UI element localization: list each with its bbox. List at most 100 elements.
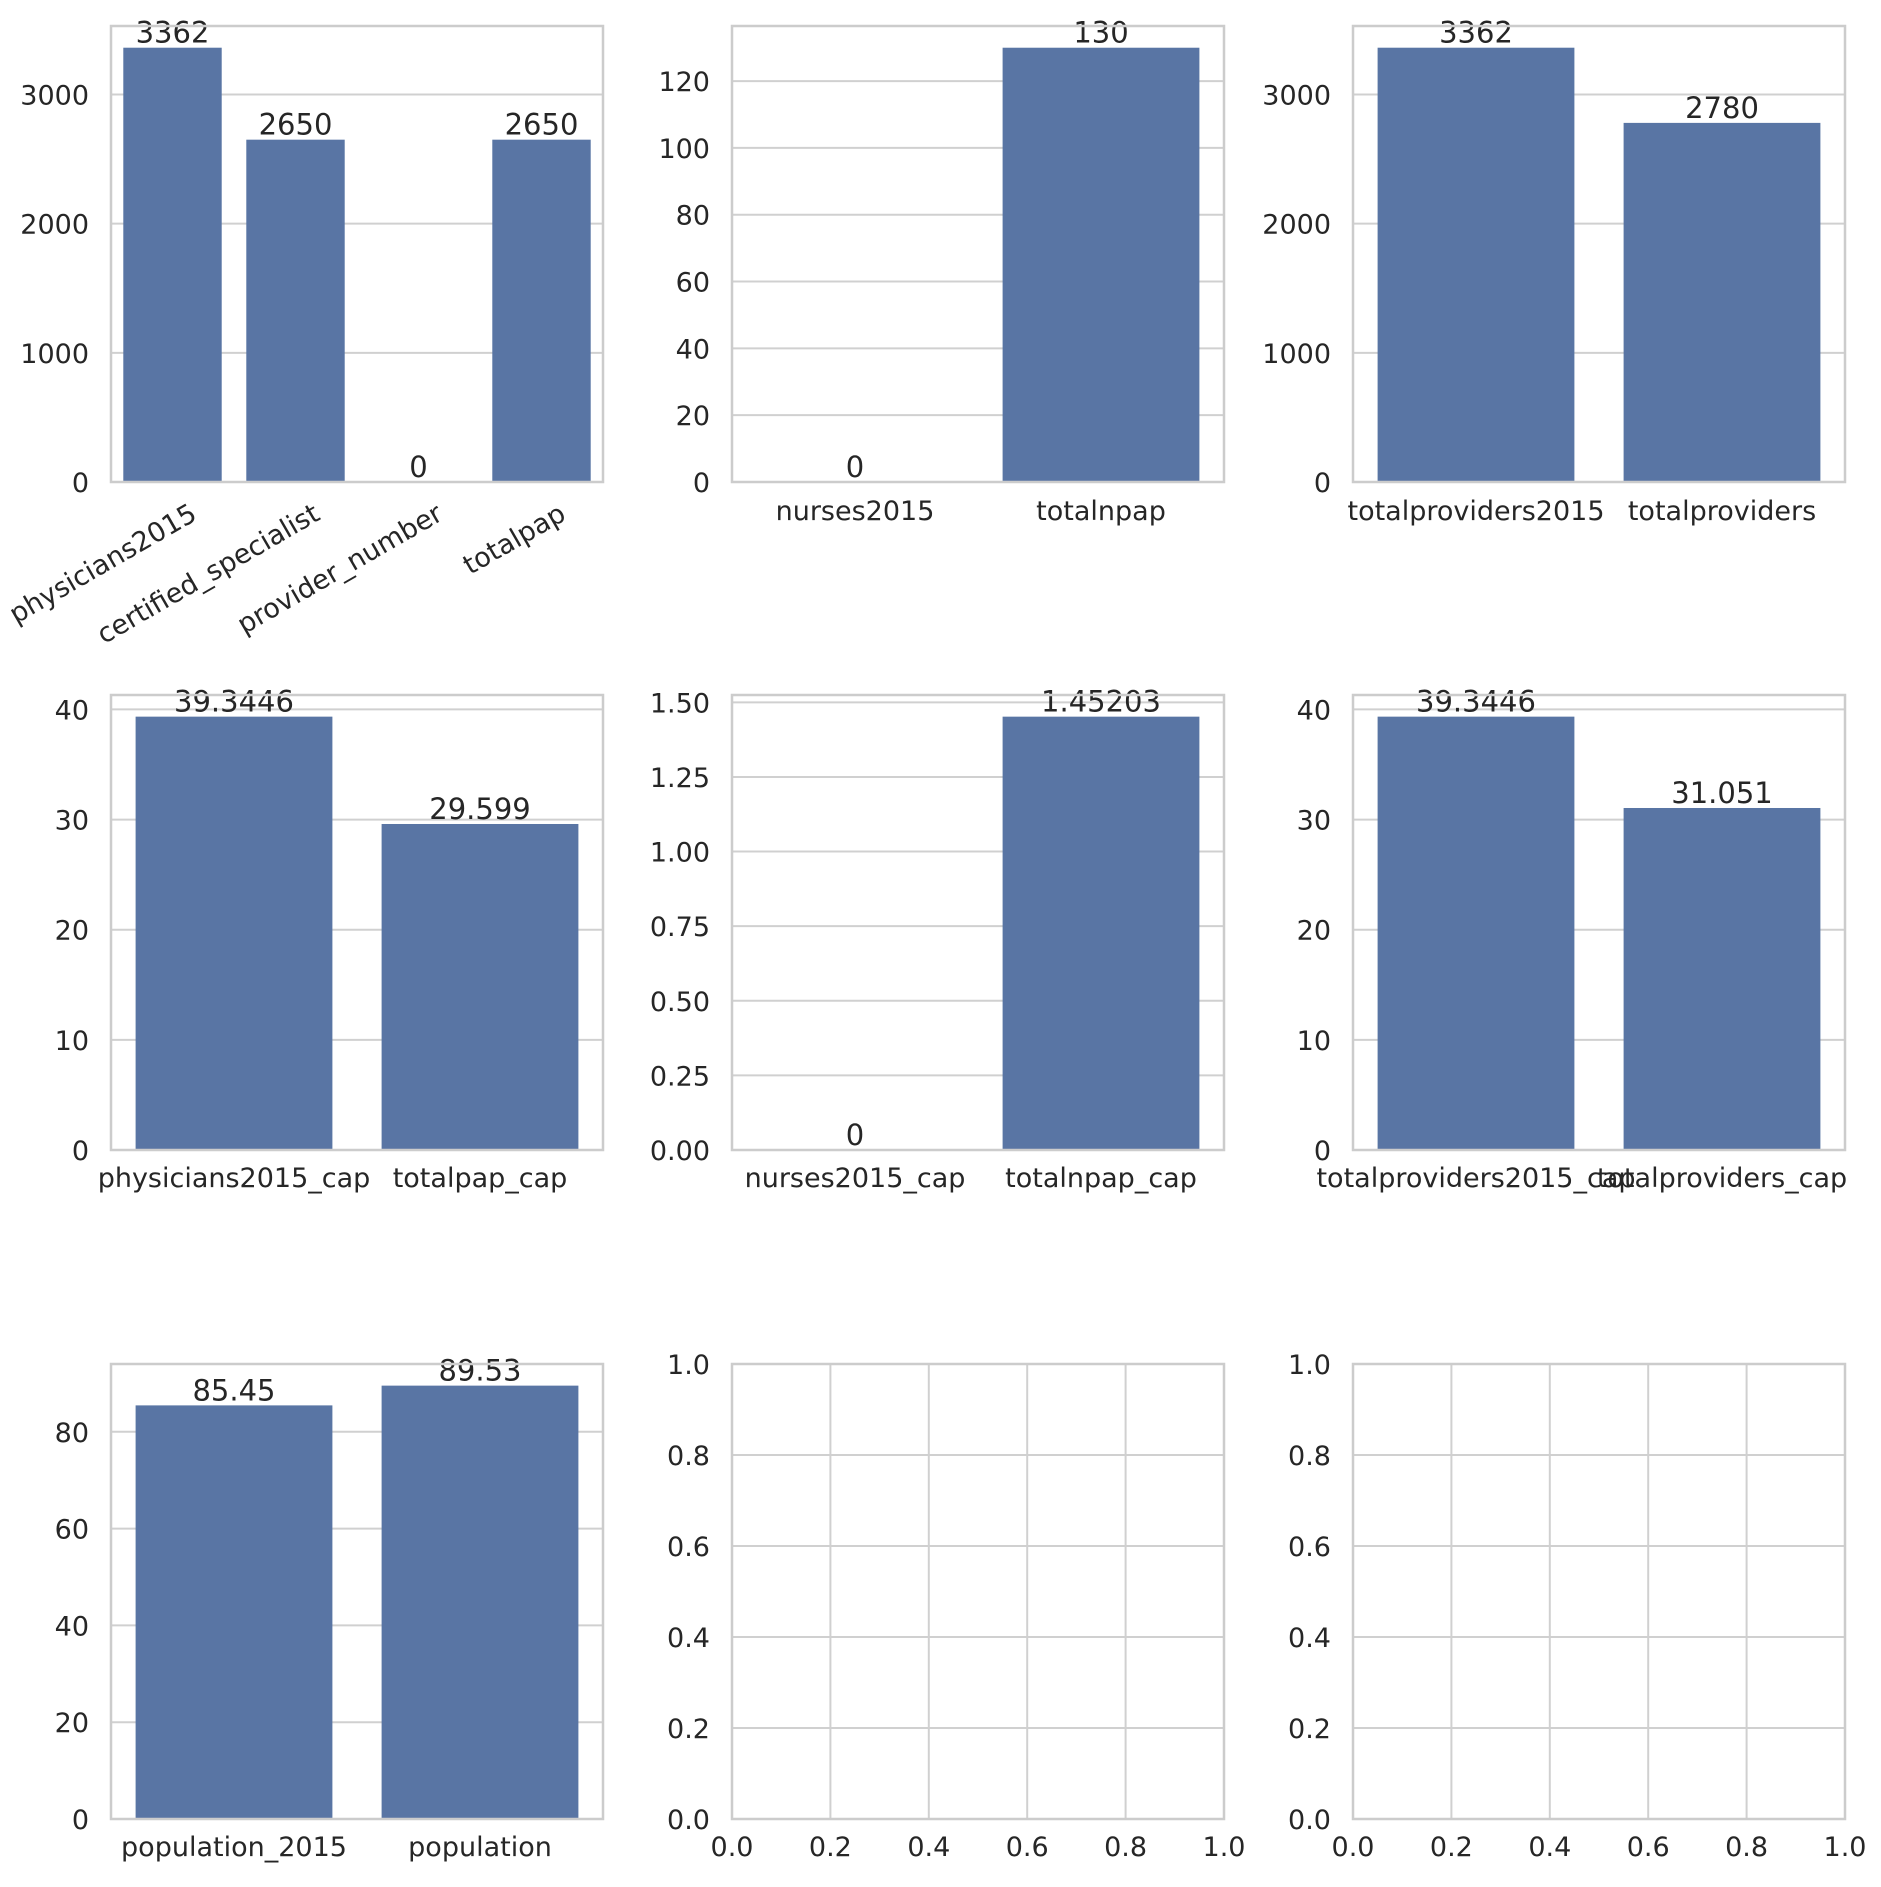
y-tick-label: 0.4 bbox=[1288, 1623, 1331, 1654]
x-tick-label: 0.2 bbox=[809, 1832, 852, 1863]
y-tick-label: 1.25 bbox=[650, 763, 710, 794]
chart-panel-1: 01000200030003362physicians20152650certi… bbox=[4, 16, 605, 650]
bar bbox=[1002, 716, 1200, 1150]
bar-value-label: 39.3446 bbox=[174, 685, 294, 719]
y-tick-label: 120 bbox=[658, 67, 710, 98]
y-tick-label: 20 bbox=[1297, 916, 1331, 947]
y-tick-label: 0 bbox=[72, 1805, 89, 1836]
bar-value-label: 0 bbox=[846, 450, 864, 484]
chart-panel-6: 0 10 20 30 40 39.3446 totalproviders2015_cap 31… bbox=[1297, 685, 1848, 1194]
y-tick-label: 1000 bbox=[20, 339, 89, 370]
y-tick-label: 100 bbox=[658, 134, 710, 165]
y-tick-label: 1000 bbox=[1262, 339, 1331, 370]
bar bbox=[381, 1385, 579, 1819]
x-tick-label: physicians2015_cap bbox=[98, 1163, 371, 1194]
x-tick-label: totalpap_cap bbox=[393, 1163, 568, 1194]
y-tick-label: 40 bbox=[55, 1611, 89, 1642]
bar bbox=[246, 139, 345, 482]
chart-panel-5: 0.00 0.25 0.50 0.75 1.00 1.25 1.50 0 nurses2015_… bbox=[650, 685, 1226, 1194]
x-tick-label: 0.4 bbox=[907, 1832, 950, 1863]
bar-value-label: 2650 bbox=[505, 108, 579, 142]
y-tick-label: 0.0 bbox=[667, 1805, 710, 1836]
y-tick-label: 0.6 bbox=[1288, 1532, 1331, 1563]
y-tick-label: 1.00 bbox=[650, 838, 710, 869]
y-tick-label: 0.00 bbox=[650, 1136, 710, 1167]
y-tick-label: 20 bbox=[676, 401, 710, 432]
y-tick-label: 30 bbox=[55, 806, 89, 837]
axes-frame bbox=[730, 693, 1226, 1152]
bar-value-label: 85.45 bbox=[192, 1373, 275, 1407]
axes-frame bbox=[730, 1362, 1226, 1821]
y-tick-label: 60 bbox=[676, 268, 710, 299]
bar-value-label: 89.53 bbox=[438, 1354, 521, 1388]
bar-value-label: 2780 bbox=[1685, 91, 1759, 125]
x-tick-label: 0.6 bbox=[1627, 1832, 1670, 1863]
chart-panel-3: 0 1000 2000 3000 3362 totalproviders2015 2780 t… bbox=[1262, 16, 1847, 527]
bar-value-label: 1.45203 bbox=[1041, 685, 1161, 719]
bar bbox=[1377, 716, 1575, 1150]
axes-frame bbox=[109, 24, 605, 484]
y-tick-label: 0.8 bbox=[667, 1441, 710, 1472]
bar bbox=[1377, 47, 1575, 482]
bar bbox=[123, 47, 222, 482]
bar-value-label: 2650 bbox=[259, 108, 333, 142]
x-tick-label: totalproviders_cap bbox=[1597, 1163, 1847, 1194]
y-tick-label: 0.8 bbox=[1288, 1441, 1331, 1472]
x-tick-label: totalproviders2015 bbox=[1347, 496, 1604, 527]
bar-value-label: 29.599 bbox=[429, 792, 530, 826]
y-tick-label: 1.50 bbox=[650, 688, 710, 719]
bar-value-label: 31.051 bbox=[1671, 776, 1772, 810]
x-tick-label: population bbox=[408, 1832, 552, 1863]
x-tick-label: totalproviders2015_cap bbox=[1316, 1163, 1635, 1194]
y-tick-label: 0.2 bbox=[1288, 1714, 1331, 1745]
y-tick-label: 0.75 bbox=[650, 912, 710, 943]
x-tick-label: nurses2015_cap bbox=[745, 1163, 966, 1194]
x-tick-label: provider_number bbox=[232, 498, 449, 641]
bar-value-label: 3362 bbox=[136, 16, 210, 50]
x-tick-label: 1.0 bbox=[1203, 1832, 1246, 1863]
y-tick-label: 1.0 bbox=[1288, 1350, 1331, 1381]
y-tick-label: 0.2 bbox=[667, 1714, 710, 1745]
y-tick-label: 1.0 bbox=[667, 1350, 710, 1381]
y-tick-label: 0.4 bbox=[667, 1623, 710, 1654]
y-tick-label: 2000 bbox=[1262, 210, 1331, 241]
y-tick-label: 0.6 bbox=[667, 1532, 710, 1563]
axes-frame bbox=[109, 1362, 605, 1821]
bar bbox=[135, 1405, 333, 1819]
axes-frame bbox=[1351, 24, 1847, 484]
x-tick-label: 0.8 bbox=[1104, 1832, 1147, 1863]
bar-value-label: 0 bbox=[846, 1118, 864, 1152]
chart-panel-9: 0.0 0.2 0.4 0.6 0.8 1.0 0.0 0.2 0.4 0.6 0.8 1.0 bbox=[1288, 1350, 1866, 1863]
y-tick-label: 60 bbox=[55, 1515, 89, 1546]
chart-panel-4: 0 10 20 30 40 39.3446 physicians2015_cap 29.599… bbox=[55, 685, 605, 1194]
bar bbox=[1623, 807, 1821, 1150]
x-tick-label: 0.6 bbox=[1006, 1832, 1049, 1863]
axes-frame bbox=[1351, 1362, 1847, 1821]
y-tick-label: 40 bbox=[1297, 695, 1331, 726]
chart-panel-2: 0 20 40 60 80 100 120 0 nurses2015 130 totalnpap bbox=[658, 16, 1226, 527]
y-tick-label: 0.0 bbox=[1288, 1805, 1331, 1836]
x-tick-label: population_2015 bbox=[121, 1832, 347, 1863]
bar bbox=[1623, 122, 1821, 482]
bar-value-label: 130 bbox=[1073, 16, 1128, 50]
x-tick-label: 0.8 bbox=[1725, 1832, 1768, 1863]
y-tick-label: 0.25 bbox=[650, 1061, 710, 1092]
axes-frame bbox=[109, 693, 605, 1152]
y-tick-label: 80 bbox=[676, 201, 710, 232]
x-tick-label: 1.0 bbox=[1824, 1832, 1867, 1863]
axes-frame bbox=[1351, 693, 1847, 1152]
y-tick-label: 40 bbox=[55, 695, 89, 726]
y-tick-label: 10 bbox=[55, 1026, 89, 1057]
y-tick-label: 0 bbox=[1314, 468, 1331, 499]
axes-frame bbox=[730, 24, 1226, 484]
y-tick-label: 10 bbox=[1297, 1026, 1331, 1057]
y-tick-label: 0 bbox=[72, 468, 89, 499]
bar bbox=[381, 823, 579, 1150]
x-tick-label: 0.0 bbox=[711, 1832, 754, 1863]
y-tick-label: 80 bbox=[55, 1418, 89, 1449]
y-tick-label: 2000 bbox=[20, 210, 89, 241]
chart-panel-7: 0 20 40 60 80 85.45 population_2015 89.53 popula… bbox=[55, 1354, 605, 1863]
x-tick-label: 0.0 bbox=[1332, 1832, 1375, 1863]
y-tick-label: 0 bbox=[72, 1136, 89, 1167]
